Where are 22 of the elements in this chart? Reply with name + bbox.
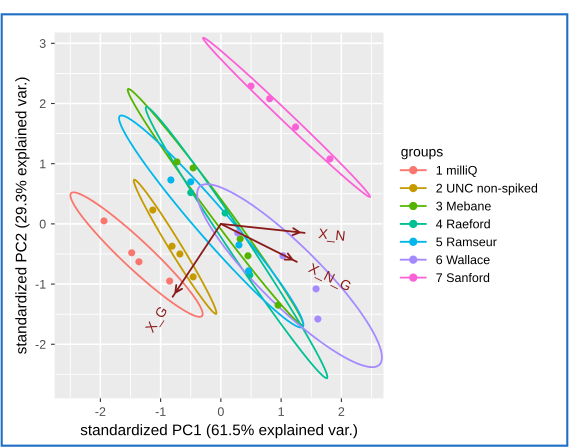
legend-title: groups bbox=[401, 148, 443, 160]
legend-label: 1 milliQ bbox=[436, 166, 477, 177]
y-tick-label: 0 bbox=[40, 220, 46, 229]
x-tick-label: -1 bbox=[156, 407, 166, 416]
y-tick-label: 3 bbox=[40, 39, 46, 48]
x-axis-title: standardized PC1 (61.5% explained var.) bbox=[80, 424, 357, 438]
y-tick-label: 1 bbox=[40, 160, 46, 168]
x-tick-label: 1 bbox=[278, 407, 284, 416]
legend-label: 3 Mebane bbox=[436, 201, 491, 211]
x-tick-label: -2 bbox=[95, 407, 106, 416]
annotation: X_N bbox=[318, 228, 345, 244]
legend-label: 5 Ramseur bbox=[436, 238, 497, 246]
legend-label: 4 Raeford bbox=[436, 219, 490, 228]
y-axis-title: standardized PC2 (29.3% explained var.) bbox=[15, 78, 30, 354]
x-tick-label: 2 bbox=[338, 407, 344, 416]
y-tick-label: -2 bbox=[36, 340, 46, 349]
legend-label: 7 Sanford bbox=[436, 272, 490, 282]
legend-label: 6 Wallace bbox=[436, 255, 490, 264]
legend-label: 2 UNC non-spiked bbox=[436, 183, 538, 196]
x-tick-label: 0 bbox=[218, 407, 224, 416]
y-tick-label: -1 bbox=[36, 280, 46, 289]
y-tick-label: 2 bbox=[40, 99, 46, 108]
